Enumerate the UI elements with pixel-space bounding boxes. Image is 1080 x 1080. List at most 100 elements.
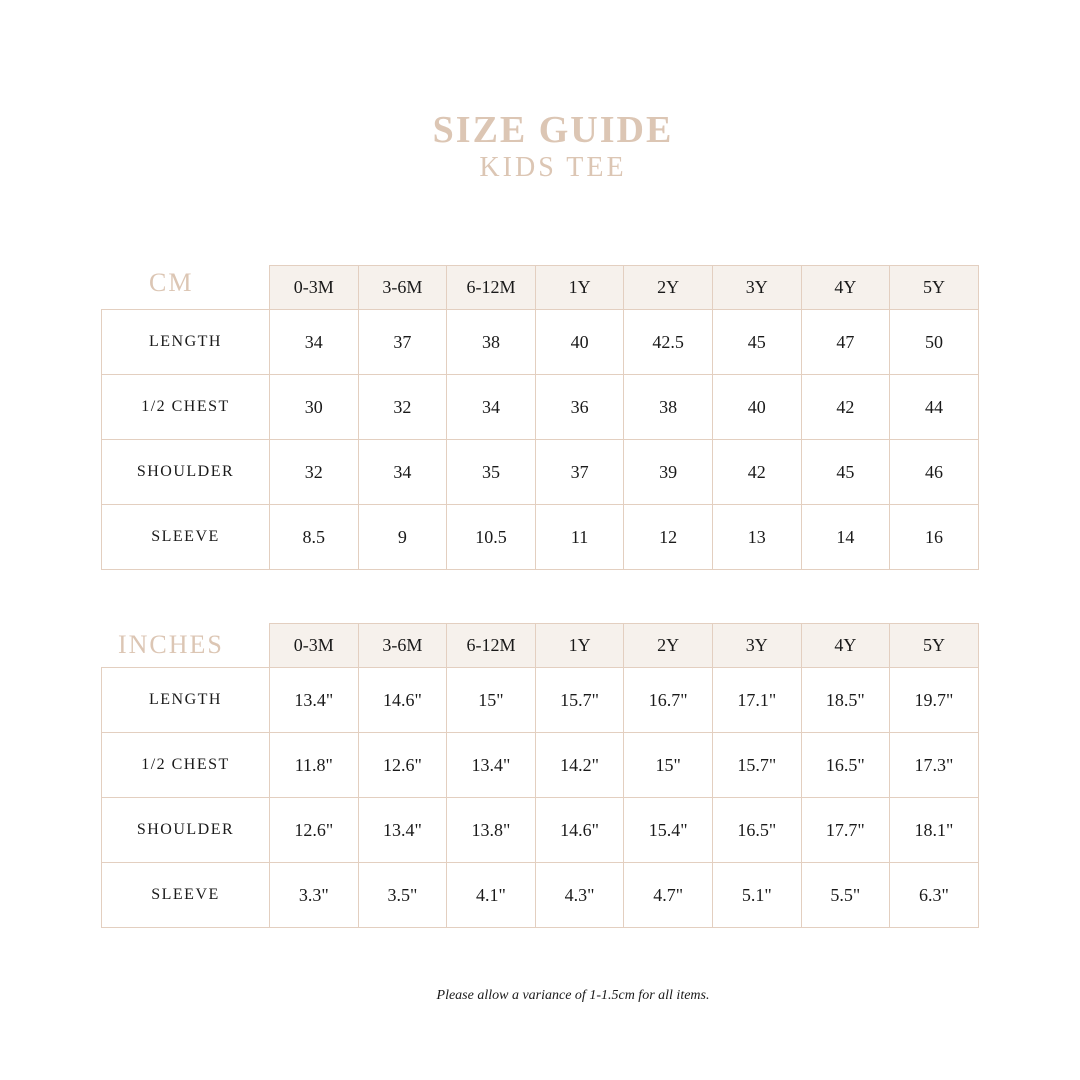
measurement-cell: 42.5 bbox=[623, 309, 713, 375]
measurement-cell: 11 bbox=[534, 504, 625, 570]
size-header: 3-6M bbox=[357, 623, 448, 668]
size-header: 2Y bbox=[623, 265, 713, 310]
measurement-cell: 16 bbox=[889, 504, 979, 570]
measurement-cell: 3.5" bbox=[357, 862, 448, 928]
measurement-cell: 13.4" bbox=[357, 797, 448, 863]
size-header: 3-6M bbox=[357, 265, 448, 310]
measurement-cell: 30 bbox=[269, 374, 359, 440]
measurement-cell: 36 bbox=[534, 374, 625, 440]
measurement-cell: 12.6" bbox=[357, 732, 448, 798]
measurement-cell: 4.1" bbox=[446, 862, 536, 928]
size-header: 5Y bbox=[889, 623, 979, 668]
table-row: 1/2 CHEST 11.8" 12.6" 13.4" 14.2" 15" 15.7" 16.… bbox=[101, 732, 979, 798]
size-header: 0-3M bbox=[269, 623, 359, 668]
measurement-cell: 12.6" bbox=[269, 797, 359, 863]
measurement-cell: 13 bbox=[711, 504, 802, 570]
measurement-cell: 32 bbox=[269, 439, 359, 505]
measurement-cell: 37 bbox=[357, 309, 448, 375]
measurement-cell: 4.7" bbox=[623, 862, 713, 928]
size-header: 0-3M bbox=[269, 265, 359, 310]
row-label: SHOULDER bbox=[101, 439, 270, 505]
size-header: 6-12M bbox=[446, 265, 536, 310]
variance-note: Please allow a variance of 1-1.5cm for a… bbox=[436, 988, 710, 1003]
measurement-cell: 16.5" bbox=[711, 797, 802, 863]
measurement-cell: 40 bbox=[534, 309, 625, 375]
measurement-cell: 15.4" bbox=[623, 797, 713, 863]
measurement-cell: 17.3" bbox=[889, 732, 979, 798]
row-label: LENGTH bbox=[101, 667, 270, 733]
measurement-cell: 14.2" bbox=[534, 732, 625, 798]
measurement-cell: 16.7" bbox=[623, 667, 713, 733]
measurement-cell: 37 bbox=[534, 439, 625, 505]
measurement-cell: 17.7" bbox=[800, 797, 891, 863]
measurement-cell: 16.5" bbox=[800, 732, 891, 798]
page-title: SIZE GUIDE bbox=[432, 109, 674, 151]
measurement-cell: 17.1" bbox=[711, 667, 802, 733]
measurement-cell: 15.7" bbox=[711, 732, 802, 798]
measurement-cell: 14 bbox=[800, 504, 891, 570]
size-header: 3Y bbox=[711, 265, 802, 310]
measurement-cell: 39 bbox=[623, 439, 713, 505]
measurement-cell: 34 bbox=[269, 309, 359, 375]
measurement-cell: 15" bbox=[623, 732, 713, 798]
size-table-cm: 0-3M 3-6M 6-12M 1Y 2Y 3Y 4Y 5Y LENGTH 34 37 38 40 42.… bbox=[101, 265, 979, 570]
row-label: SLEEVE bbox=[101, 504, 270, 570]
measurement-cell: 34 bbox=[357, 439, 448, 505]
measurement-cell: 45 bbox=[711, 309, 802, 375]
row-label: LENGTH bbox=[101, 309, 270, 375]
measurement-cell: 42 bbox=[711, 439, 802, 505]
row-label: SHOULDER bbox=[101, 797, 270, 863]
measurement-cell: 5.5" bbox=[800, 862, 891, 928]
unit-label-inches: INCHES bbox=[118, 630, 224, 659]
measurement-cell: 10.5 bbox=[446, 504, 536, 570]
size-header: 2Y bbox=[623, 623, 713, 668]
measurement-cell: 47 bbox=[800, 309, 891, 375]
measurement-cell: 45 bbox=[800, 439, 891, 505]
measurement-cell: 18.5" bbox=[800, 667, 891, 733]
measurement-cell: 13.4" bbox=[269, 667, 359, 733]
size-header: 5Y bbox=[889, 265, 979, 310]
measurement-cell: 40 bbox=[711, 374, 802, 440]
measurement-cell: 13.8" bbox=[446, 797, 536, 863]
measurement-cell: 46 bbox=[889, 439, 979, 505]
table-row: LENGTH 13.4" 14.6" 15" 15.7" 16.7" 17.1" 18.5" 1… bbox=[101, 667, 979, 733]
size-header: 4Y bbox=[800, 265, 891, 310]
table-row: SLEEVE 8.5 9 10.5 11 12 13 14 16 bbox=[101, 504, 979, 570]
size-header: 1Y bbox=[534, 265, 625, 310]
table-row: SHOULDER 12.6" 13.4" 13.8" 14.6" 15.4" 16.5" 17… bbox=[101, 797, 979, 863]
table-row: SHOULDER 32 34 35 37 39 42 45 46 bbox=[101, 439, 979, 505]
measurement-cell: 34 bbox=[446, 374, 536, 440]
header-row: 0-3M 3-6M 6-12M 1Y 2Y 3Y 4Y 5Y bbox=[101, 265, 979, 310]
row-label: 1/2 CHEST bbox=[101, 732, 270, 798]
size-header: 6-12M bbox=[446, 623, 536, 668]
measurement-cell: 50 bbox=[889, 309, 979, 375]
measurement-cell: 4.3" bbox=[534, 862, 625, 928]
row-label: 1/2 CHEST bbox=[101, 374, 270, 440]
measurement-cell: 19.7" bbox=[889, 667, 979, 733]
measurement-cell: 44 bbox=[889, 374, 979, 440]
measurement-cell: 18.1" bbox=[889, 797, 979, 863]
measurement-cell: 32 bbox=[357, 374, 448, 440]
row-label: SLEEVE bbox=[101, 862, 270, 928]
measurement-cell: 35 bbox=[446, 439, 536, 505]
table-row: 1/2 CHEST 30 32 34 36 38 40 42 44 bbox=[101, 374, 979, 440]
table-row: SLEEVE 3.3" 3.5" 4.1" 4.3" 4.7" 5.1" 5.5" 6.3" bbox=[101, 862, 979, 928]
measurement-cell: 9 bbox=[357, 504, 448, 570]
table-row: LENGTH 34 37 38 40 42.5 45 47 50 bbox=[101, 309, 979, 375]
corner-cell bbox=[101, 265, 270, 310]
size-header: 4Y bbox=[800, 623, 891, 668]
size-header: 1Y bbox=[534, 623, 625, 668]
measurement-cell: 3.3" bbox=[269, 862, 359, 928]
measurement-cell: 5.1" bbox=[711, 862, 802, 928]
size-header: 3Y bbox=[711, 623, 802, 668]
page-subtitle: KIDS TEE bbox=[479, 152, 627, 183]
size-table-inches: 0-3M 3-6M 6-12M 1Y 2Y 3Y 4Y 5Y LENGTH 13.4" 14.6" 1… bbox=[101, 623, 979, 928]
measurement-cell: 42 bbox=[800, 374, 891, 440]
measurement-cell: 8.5 bbox=[269, 504, 359, 570]
measurement-cell: 38 bbox=[623, 374, 713, 440]
measurement-cell: 14.6" bbox=[357, 667, 448, 733]
measurement-cell: 15.7" bbox=[534, 667, 625, 733]
header-row: 0-3M 3-6M 6-12M 1Y 2Y 3Y 4Y 5Y bbox=[101, 623, 979, 668]
measurement-cell: 38 bbox=[446, 309, 536, 375]
corner-cell bbox=[101, 623, 270, 668]
